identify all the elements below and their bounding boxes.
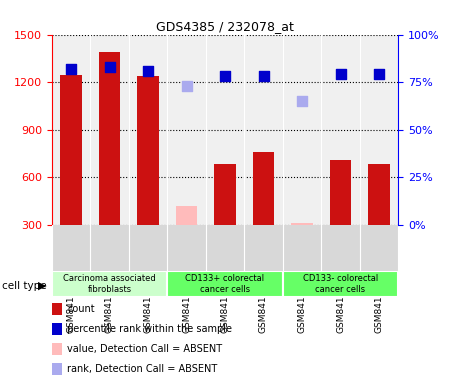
- Text: Carcinoma associated
fibroblasts: Carcinoma associated fibroblasts: [63, 275, 156, 294]
- Point: [68, 66, 75, 72]
- Title: GDS4385 / 232078_at: GDS4385 / 232078_at: [156, 20, 294, 33]
- Point: [375, 71, 382, 78]
- Bar: [253, 152, 274, 225]
- Bar: [369, 164, 390, 225]
- Point: [337, 71, 344, 78]
- Text: ▶: ▶: [38, 281, 47, 291]
- FancyBboxPatch shape: [283, 271, 398, 297]
- Point: [106, 64, 113, 70]
- Text: cell type: cell type: [2, 281, 47, 291]
- Point: [298, 98, 306, 104]
- Point: [144, 68, 152, 74]
- Point: [260, 73, 267, 79]
- Bar: [330, 160, 351, 225]
- Point: [221, 73, 229, 79]
- Bar: [292, 223, 313, 225]
- Text: count: count: [67, 304, 94, 314]
- Bar: [214, 164, 236, 225]
- FancyBboxPatch shape: [167, 271, 283, 297]
- Text: rank, Detection Call = ABSENT: rank, Detection Call = ABSENT: [67, 364, 217, 374]
- Bar: [99, 52, 120, 225]
- Text: CD133+ colorectal
cancer cells: CD133+ colorectal cancer cells: [185, 275, 265, 294]
- Point: [183, 83, 190, 89]
- Bar: [176, 206, 197, 225]
- FancyBboxPatch shape: [52, 271, 167, 297]
- Text: CD133- colorectal
cancer cells: CD133- colorectal cancer cells: [303, 275, 378, 294]
- Bar: [137, 76, 158, 225]
- Text: percentile rank within the sample: percentile rank within the sample: [67, 324, 232, 334]
- Bar: [60, 75, 81, 225]
- Text: value, Detection Call = ABSENT: value, Detection Call = ABSENT: [67, 344, 222, 354]
